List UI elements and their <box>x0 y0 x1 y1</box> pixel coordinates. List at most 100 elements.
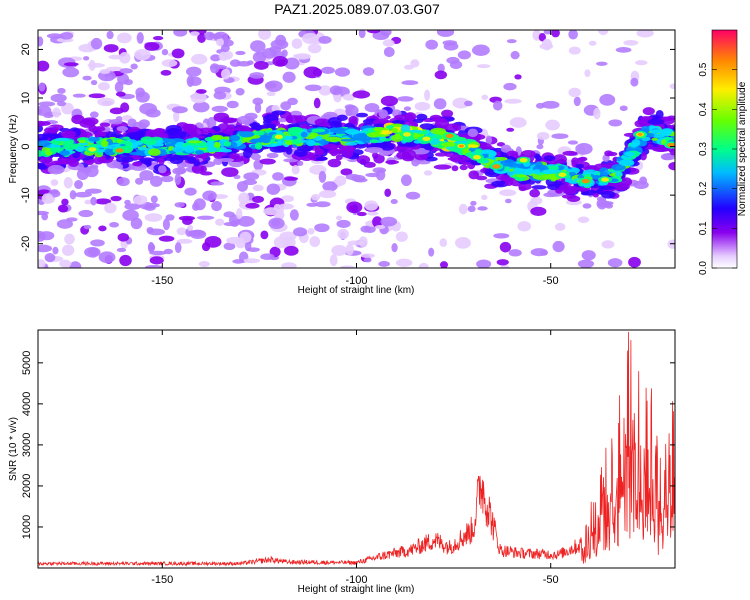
spectrogram-blob <box>50 179 59 186</box>
spectrogram-blob <box>459 164 468 171</box>
spectrogram-blob <box>590 171 599 175</box>
spectrogram-blob <box>668 161 675 171</box>
spectrogram-blob <box>135 177 144 185</box>
spectrogram-blob <box>391 134 403 142</box>
spectrogram-blob <box>99 69 111 74</box>
spectrogram-blob <box>584 69 591 78</box>
spectrogram-blob <box>335 154 343 161</box>
spectrogram-blob <box>363 257 372 263</box>
spectrogram-blob <box>130 63 138 70</box>
spectrogram-blob <box>196 89 207 94</box>
spectrogram-blob <box>252 195 264 203</box>
spectrogram-blob <box>210 181 224 186</box>
spectrogram-blob <box>598 201 614 206</box>
spectrogram-blob <box>485 135 493 145</box>
spectrogram-blob <box>500 264 510 268</box>
spectrogram-blob <box>541 38 553 51</box>
spectrogram-blob <box>340 168 353 176</box>
spectrogram-blob <box>174 202 185 208</box>
spectrogram-blob <box>346 201 363 214</box>
spectrogram-blob <box>382 39 395 47</box>
spectrogram-blob <box>274 134 283 140</box>
spectrogram-blob <box>551 30 560 38</box>
spectrogram-blob <box>314 118 331 127</box>
spectrogram-blob <box>468 170 480 180</box>
spectrogram-blob <box>379 138 392 142</box>
spectrogram-blob <box>97 97 115 107</box>
spectrogram-blob <box>135 91 150 103</box>
snr-y-tick-label: 1000 <box>21 515 33 539</box>
spectrogram-blob <box>552 154 567 165</box>
snr-series-line <box>38 331 675 567</box>
spectrogram-blob <box>59 32 74 40</box>
spectrogram-blob <box>108 119 123 125</box>
spectrogram-blob <box>90 196 97 206</box>
spectrogram-blob <box>145 108 161 118</box>
spectrogram-blob <box>116 126 129 132</box>
spectrogram-blob <box>282 71 296 83</box>
spectrogram-blob <box>209 63 220 74</box>
spectrogram-blob <box>63 176 73 189</box>
spectrogram-blob <box>104 202 117 214</box>
spectrogram-blob <box>533 169 541 175</box>
spectrogram-blob <box>378 109 388 119</box>
spectrogram-blob <box>61 198 69 206</box>
spectrogram-blob <box>495 157 508 161</box>
spectrogram-blob <box>367 30 381 34</box>
spectrogram-blob <box>38 244 53 253</box>
spectrogram-blob <box>204 31 215 41</box>
spectrogram-blob <box>598 30 609 36</box>
spectrogram-blob <box>266 91 276 97</box>
spectrogram-blob <box>149 256 164 265</box>
spectrogram-blob <box>639 152 647 161</box>
spectrogram-blob <box>336 114 348 121</box>
spectrogram-blob <box>327 148 346 155</box>
spectrogram-blob <box>609 173 616 177</box>
spectrogram-blob <box>252 184 264 192</box>
spectrogram-blob <box>278 203 294 210</box>
spectrogram-blob <box>57 204 69 213</box>
spectrogram-blob <box>38 60 50 72</box>
spectrogram-blob <box>531 185 547 190</box>
spectrogram-blob <box>378 150 391 157</box>
spectrogram-blob <box>252 97 264 106</box>
spectrogram-blob <box>206 140 215 148</box>
spectrogram-blob <box>541 100 560 109</box>
spectrogram-blob <box>433 164 452 170</box>
spectrogram-blob <box>362 67 375 76</box>
spectrogram-blob <box>90 239 105 247</box>
spectrogram-blob <box>379 142 395 151</box>
spectrogram-blob <box>505 198 512 204</box>
spectrogram-x-tick-label: -150 <box>151 275 173 287</box>
spectrogram-blob <box>554 222 566 231</box>
spectrogram-blob <box>344 129 360 135</box>
spectrogram-blob <box>261 47 278 59</box>
spectrogram-blob <box>206 146 217 153</box>
spectrogram-blob <box>117 233 130 242</box>
spectrogram-blob <box>369 139 379 144</box>
spectrogram-blob <box>79 118 96 128</box>
spectrogram-blob <box>639 176 648 185</box>
spectrogram-blob <box>291 139 302 145</box>
spectrogram-blob <box>345 105 359 116</box>
spectrogram-blob <box>470 200 477 206</box>
spectrogram-blob <box>252 130 265 136</box>
spectrogram-blob <box>424 156 438 162</box>
spectrogram-blob <box>96 151 104 155</box>
spectrogram-blob <box>337 228 349 240</box>
spectrogram-blob <box>83 224 92 230</box>
spectrogram-blob <box>405 191 421 200</box>
spectrogram-blob <box>588 40 597 46</box>
spectrogram-blob <box>136 32 144 44</box>
spectrogram-blob <box>385 159 399 165</box>
spectrogram-blob <box>88 136 100 142</box>
spectrogram-blob <box>439 238 448 248</box>
spectrogram-blob <box>636 30 654 38</box>
spectrogram-blob <box>403 106 412 111</box>
spectrogram-blob <box>364 103 380 113</box>
spectrogram-blob <box>543 155 556 162</box>
spectrogram-blob <box>281 262 297 268</box>
spectrogram-blob <box>293 53 309 59</box>
spectrogram-blob <box>391 243 398 253</box>
spectrogram-blob <box>249 72 265 79</box>
